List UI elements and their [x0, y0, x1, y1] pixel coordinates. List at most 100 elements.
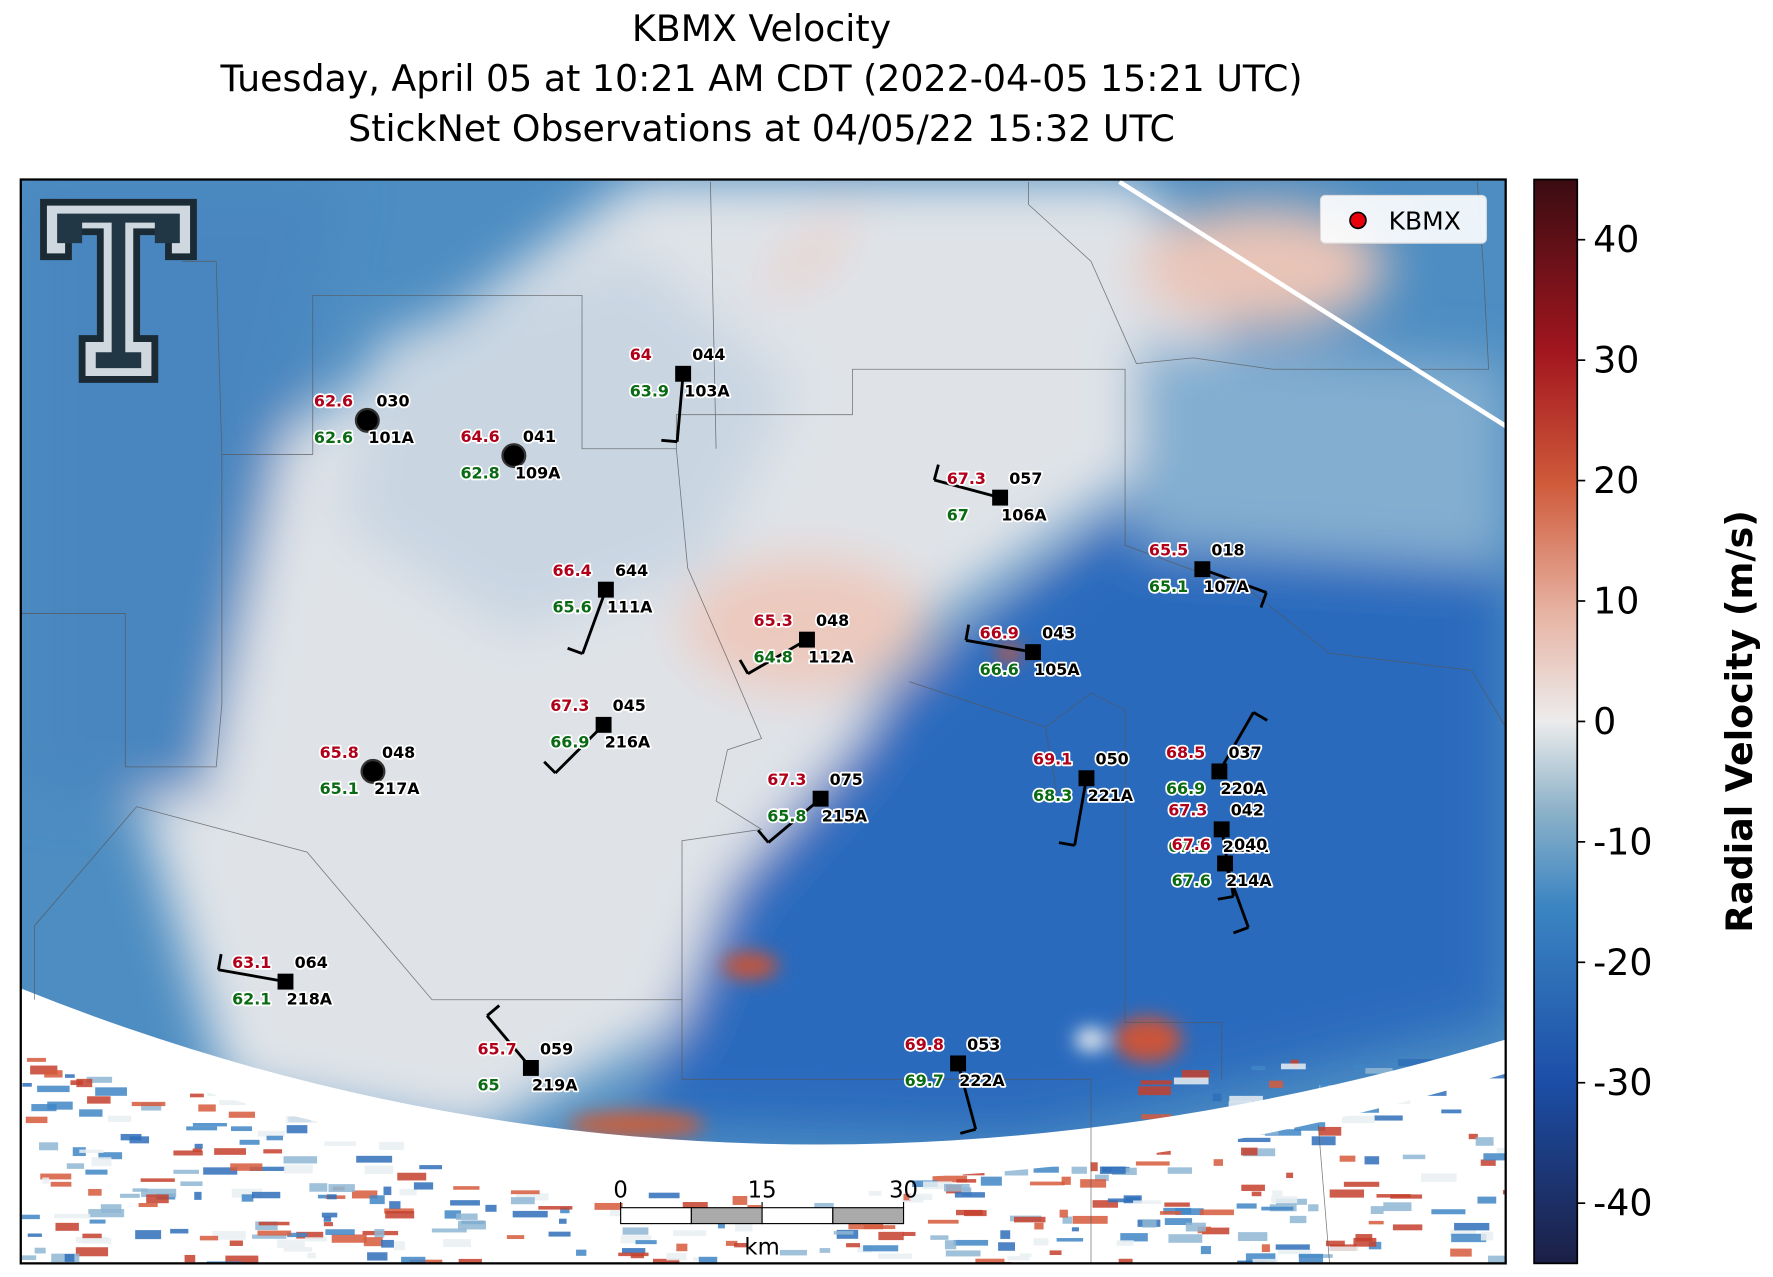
dewpoint: 65.1 — [1149, 577, 1188, 596]
clutter-cell — [1164, 1218, 1193, 1225]
pressure-code: 030 — [376, 392, 409, 411]
clutter-cell — [1160, 1211, 1182, 1215]
clutter-cell — [1251, 1191, 1262, 1197]
clutter-cell — [1092, 1200, 1119, 1208]
clutter-cell — [1094, 1174, 1109, 1182]
clutter-cell — [510, 1197, 535, 1205]
station-marker — [1078, 770, 1095, 787]
clutter-cell — [100, 1204, 122, 1213]
clutter-cell — [487, 1267, 503, 1274]
scale-unit: km — [744, 1234, 779, 1260]
station-id: 222A — [959, 1071, 1005, 1090]
clutter-cell — [1271, 1196, 1298, 1204]
clutter-cell — [558, 1218, 567, 1224]
clutter-cell — [1080, 1179, 1107, 1188]
clutter-cell — [219, 1100, 246, 1106]
legend-marker — [1349, 211, 1367, 230]
clutter-cell — [21, 1214, 40, 1220]
clutter-cell — [868, 1190, 882, 1196]
clutter-cell — [1140, 1080, 1172, 1085]
clutter-cell — [666, 1252, 687, 1261]
clutter-cell — [1397, 1059, 1433, 1067]
clutter-cell — [98, 1152, 123, 1160]
clutter-cell — [1496, 1147, 1506, 1156]
dewpoint: 62.8 — [460, 463, 499, 482]
clutter-cell — [1365, 1067, 1393, 1074]
colorbar: -40 -30 -20 -10 0 10 20 30 40 Radial Velocity (m/… — [1533, 178, 1761, 1265]
subtitle: StickNet Observations at 04/05/22 15:32 … — [348, 107, 1175, 150]
clutter-cell — [1373, 1115, 1403, 1121]
clutter-cell — [621, 1248, 646, 1254]
dewpoint: 65.6 — [552, 597, 591, 616]
clutter-cell — [325, 1229, 355, 1235]
clutter-cell — [327, 1194, 337, 1200]
dewpoint: 67.6 — [1172, 871, 1211, 890]
clutter-cell — [351, 1190, 378, 1199]
clutter-cell — [379, 1141, 405, 1151]
clutter-cell — [1200, 1246, 1211, 1255]
clutter-cell — [25, 1116, 48, 1124]
clutter-cell — [89, 1219, 106, 1224]
clutter-cell — [682, 1202, 708, 1208]
clutter-cell — [954, 1192, 985, 1198]
clutter-cell — [1237, 1260, 1266, 1264]
clutter-cell — [443, 1239, 471, 1248]
clutter-cell — [1454, 1222, 1490, 1231]
clutter-cell — [1013, 1216, 1046, 1223]
clutter-cell — [1370, 1206, 1384, 1214]
clutter-cell — [364, 1165, 394, 1174]
station-marker — [950, 1055, 967, 1072]
clutter-cell — [548, 1231, 571, 1237]
scale-bar: 0 15 30 km — [613, 1177, 918, 1260]
station-marker — [1213, 821, 1230, 838]
subtitle: Tuesday, April 05 at 10:21 AM CDT (2022-… — [219, 57, 1302, 100]
clutter-cell — [91, 1157, 112, 1167]
clutter-cell — [324, 1141, 356, 1146]
clutter-cell — [381, 1239, 394, 1248]
wind-barb — [1073, 777, 1088, 846]
clutter-cell — [1033, 1238, 1049, 1246]
clutter-cell — [1480, 1159, 1496, 1166]
clutter-cell — [1449, 1229, 1477, 1237]
clutter-cell — [560, 1207, 570, 1214]
temperature: 69.8 — [905, 1035, 944, 1054]
clutter-cell — [1173, 1077, 1209, 1085]
clutter-cell — [120, 1193, 140, 1198]
wind-barb — [747, 638, 808, 675]
clutter-cell — [249, 1166, 286, 1171]
clutter-cell — [54, 1213, 91, 1219]
clutter-cell — [1056, 1238, 1084, 1242]
clutter-cell — [42, 1177, 50, 1184]
clutter-cell — [635, 1240, 657, 1245]
clutter-cell — [1168, 1234, 1203, 1243]
clutter-cell — [37, 1085, 70, 1093]
clutter-cell — [1402, 1154, 1426, 1160]
clutter-cell — [1059, 1209, 1068, 1218]
clutter-cell — [1033, 1166, 1059, 1173]
clutter-cell — [676, 1243, 688, 1252]
wind-barb — [1259, 592, 1268, 608]
temperature: 68.5 — [1166, 743, 1205, 762]
clutter-cell — [323, 1222, 333, 1227]
station-id: 214A — [1226, 871, 1272, 890]
temperature: 66.4 — [552, 561, 591, 580]
station-id: 106A — [1001, 505, 1047, 524]
station-id: 216A — [605, 733, 651, 752]
clutter-cell — [833, 1231, 854, 1235]
beam-line — [1118, 179, 1506, 428]
clutter-cell — [1241, 1147, 1258, 1156]
clutter-cell — [944, 1240, 957, 1250]
temperature: 69.1 — [1033, 750, 1072, 769]
clutter-cell — [1135, 1161, 1170, 1166]
clutter-cell — [1261, 1206, 1294, 1211]
clutter-cell — [1475, 1137, 1494, 1146]
wind-barb — [485, 1014, 532, 1069]
wind-barb — [1201, 567, 1267, 594]
wind-barb — [767, 797, 822, 844]
clutter-cell — [230, 1163, 263, 1171]
legend-box — [1319, 194, 1487, 244]
clutter-cell — [1320, 1080, 1329, 1089]
clutter-cell — [846, 1243, 861, 1248]
clutter-cell — [136, 1272, 149, 1277]
